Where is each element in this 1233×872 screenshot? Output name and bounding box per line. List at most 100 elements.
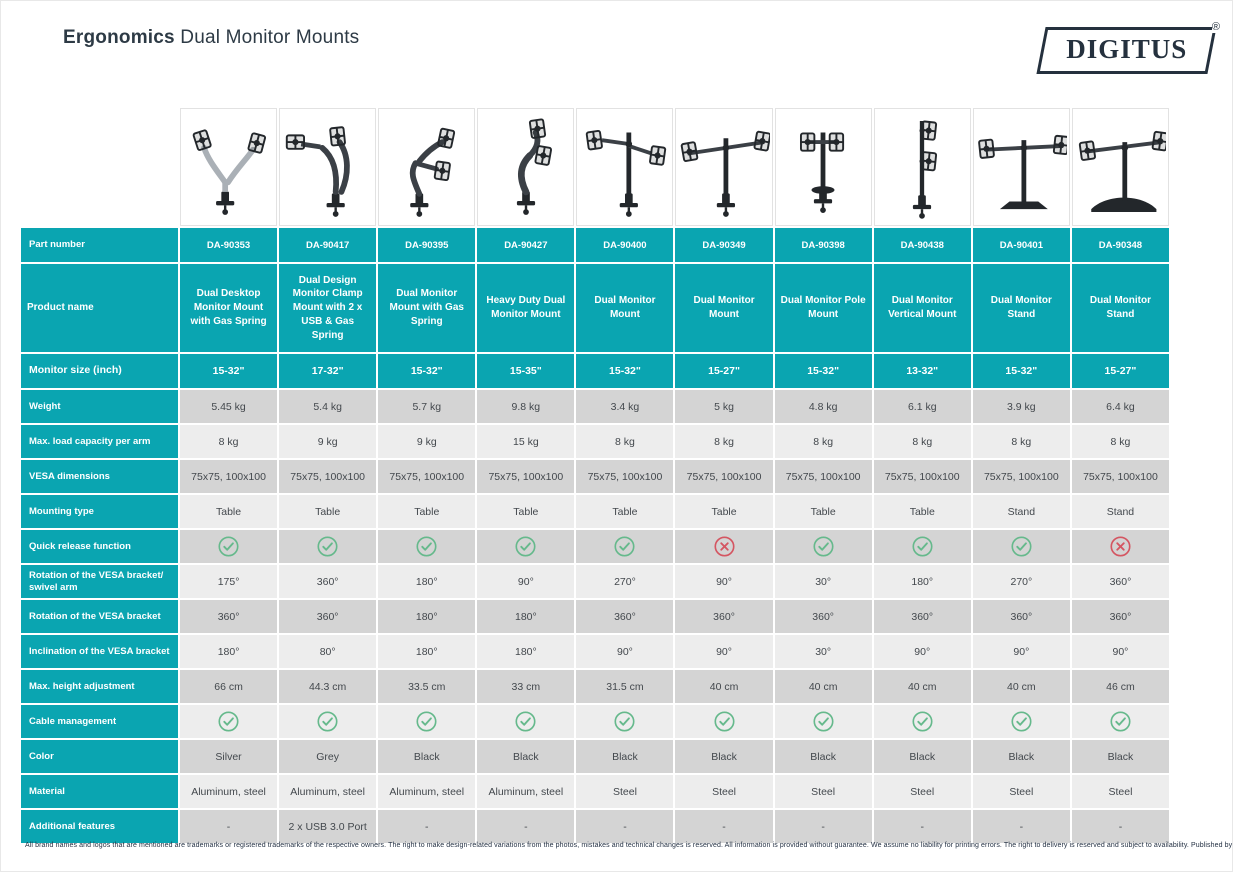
mounting-cell: Table <box>576 495 674 528</box>
feature-yes-cell <box>576 705 674 738</box>
row-inclination: Inclination of the VESA bracket 180° 80° 18… <box>21 635 1169 668</box>
rotation-bracket-cell: 360° <box>180 600 278 633</box>
row-label: Mounting type <box>21 495 178 528</box>
monitor-size-cell: 15-32" <box>576 354 674 388</box>
check-circle-icon <box>218 536 239 557</box>
digitus-logo: DIGITUS ® <box>1036 21 1220 74</box>
additional-features-cell: - <box>873 810 971 843</box>
rotation-swivel-cell: 360° <box>279 565 377 598</box>
check-circle-icon <box>1011 536 1032 557</box>
color-cell: Silver <box>180 740 278 773</box>
rotation-swivel-cell: 180° <box>378 565 476 598</box>
feature-yes-cell <box>675 705 773 738</box>
product-name-cell: Dual Monitor Mount <box>576 264 674 352</box>
row-material: Material Aluminum, steel Aluminum, steel Al… <box>21 775 1169 808</box>
row-label: Product name <box>21 264 178 352</box>
rotation-bracket-cell: 360° <box>675 600 773 633</box>
max-height-cell: 33.5 cm <box>378 670 476 703</box>
mounting-cell: Table <box>180 495 278 528</box>
stand-foot-illustration <box>978 134 1068 210</box>
material-cell: Aluminum, steel <box>279 775 377 808</box>
check-circle-icon <box>1011 711 1032 732</box>
digitus-logo-frame: DIGITUS <box>1036 27 1217 74</box>
color-cell: Black <box>378 740 476 773</box>
gas-arm-silver-illustration <box>192 129 266 215</box>
inclination-cell: 180° <box>180 635 278 668</box>
rotation-bracket-cell: 360° <box>1071 600 1169 633</box>
row-label: Weight <box>21 390 178 423</box>
feature-yes-cell <box>279 530 377 563</box>
mounting-cell: Table <box>774 495 872 528</box>
monitor-size-cell: 15-35" <box>477 354 575 388</box>
check-circle-icon <box>1110 711 1131 732</box>
registered-trademark-icon: ® <box>1211 21 1220 33</box>
part-number-cell: DA-90348 <box>1071 228 1169 262</box>
weight-cell: 5.45 kg <box>180 390 278 423</box>
digitus-logo-text: DIGITUS <box>1066 34 1188 64</box>
feature-no-cell <box>1071 530 1169 563</box>
max-height-cell: 40 cm <box>873 670 971 703</box>
additional-features-cell: - <box>477 810 575 843</box>
row-cable-management: Cable management <box>21 705 1169 738</box>
product-name-cell: Dual Monitor Mount with Gas Spring <box>378 264 476 352</box>
row-label: Cable management <box>21 705 178 738</box>
product-name-cell: Dual Monitor Mount <box>675 264 773 352</box>
feature-yes-cell <box>180 530 278 563</box>
feature-yes-cell <box>576 530 674 563</box>
row-max-height: Max. height adjustment 66 cm 44.3 cm 33.5 c… <box>21 670 1169 703</box>
max-height-cell: 46 cm <box>1071 670 1169 703</box>
row-mounting: Mounting type Table Table Table Table Table Ta… <box>21 495 1169 528</box>
material-cell: Aluminum, steel <box>180 775 278 808</box>
max-load-cell: 9 kg <box>279 425 377 458</box>
row-weight: Weight 5.45 kg 5.4 kg 5.7 kg 9.8 kg 3.4 kg 5 k… <box>21 390 1169 423</box>
inclination-cell: 90° <box>972 635 1070 668</box>
part-number-cell: DA-90438 <box>873 228 971 262</box>
additional-features-cell: - <box>675 810 773 843</box>
rotation-swivel-cell: 180° <box>873 565 971 598</box>
max-height-cell: 40 cm <box>972 670 1070 703</box>
product-name-cell: Heavy Duty Dual Monitor Mount <box>477 264 575 352</box>
part-number-cell: DA-90427 <box>477 228 575 262</box>
product-image <box>675 108 773 226</box>
spec-table: Part number DA-90353 DA-90417 DA-90395 DA-90… <box>21 108 1169 843</box>
max-height-cell: 66 cm <box>180 670 278 703</box>
rotation-bracket-cell: 360° <box>774 600 872 633</box>
row-label: Part number <box>21 228 178 262</box>
feature-yes-cell <box>477 705 575 738</box>
vesa-cell: 75x75, 100x100 <box>576 460 674 493</box>
color-cell: Black <box>873 740 971 773</box>
product-name-cell: Dual Monitor Vertical Mount <box>873 264 971 352</box>
check-circle-icon <box>317 536 338 557</box>
material-cell: Steel <box>1071 775 1169 808</box>
product-image <box>774 108 872 226</box>
max-load-cell: 15 kg <box>477 425 575 458</box>
row-label: Rotation of the VESA bracket/ swivel arm <box>21 565 178 598</box>
product-name-cell: Dual Monitor Stand <box>972 264 1070 352</box>
weight-cell: 6.1 kg <box>873 390 971 423</box>
max-load-cell: 8 kg <box>675 425 773 458</box>
rotation-bracket-cell: 180° <box>378 600 476 633</box>
mounting-cell: Table <box>378 495 476 528</box>
cross-circle-icon <box>1110 536 1131 557</box>
additional-features-cell: - <box>576 810 674 843</box>
additional-features-cell: - <box>972 810 1070 843</box>
image-row-spacer <box>21 108 178 226</box>
check-circle-icon <box>614 536 635 557</box>
max-load-cell: 8 kg <box>774 425 872 458</box>
vertical-stack-illustration <box>913 120 938 219</box>
row-label: Max. height adjustment <box>21 670 178 703</box>
feature-yes-cell <box>279 705 377 738</box>
color-cell: Black <box>576 740 674 773</box>
max-height-cell: 40 cm <box>675 670 773 703</box>
inclination-cell: 80° <box>279 635 377 668</box>
inclination-cell: 30° <box>774 635 872 668</box>
rotation-swivel-cell: 360° <box>1071 565 1169 598</box>
color-cell: Black <box>675 740 773 773</box>
additional-features-cell: - <box>1071 810 1169 843</box>
rotation-bracket-cell: 360° <box>972 600 1070 633</box>
monitor-size-cell: 15-32" <box>774 354 872 388</box>
product-image <box>477 108 575 226</box>
rotation-swivel-cell: 270° <box>972 565 1070 598</box>
rotation-swivel-cell: 90° <box>675 565 773 598</box>
color-cell: Black <box>972 740 1070 773</box>
